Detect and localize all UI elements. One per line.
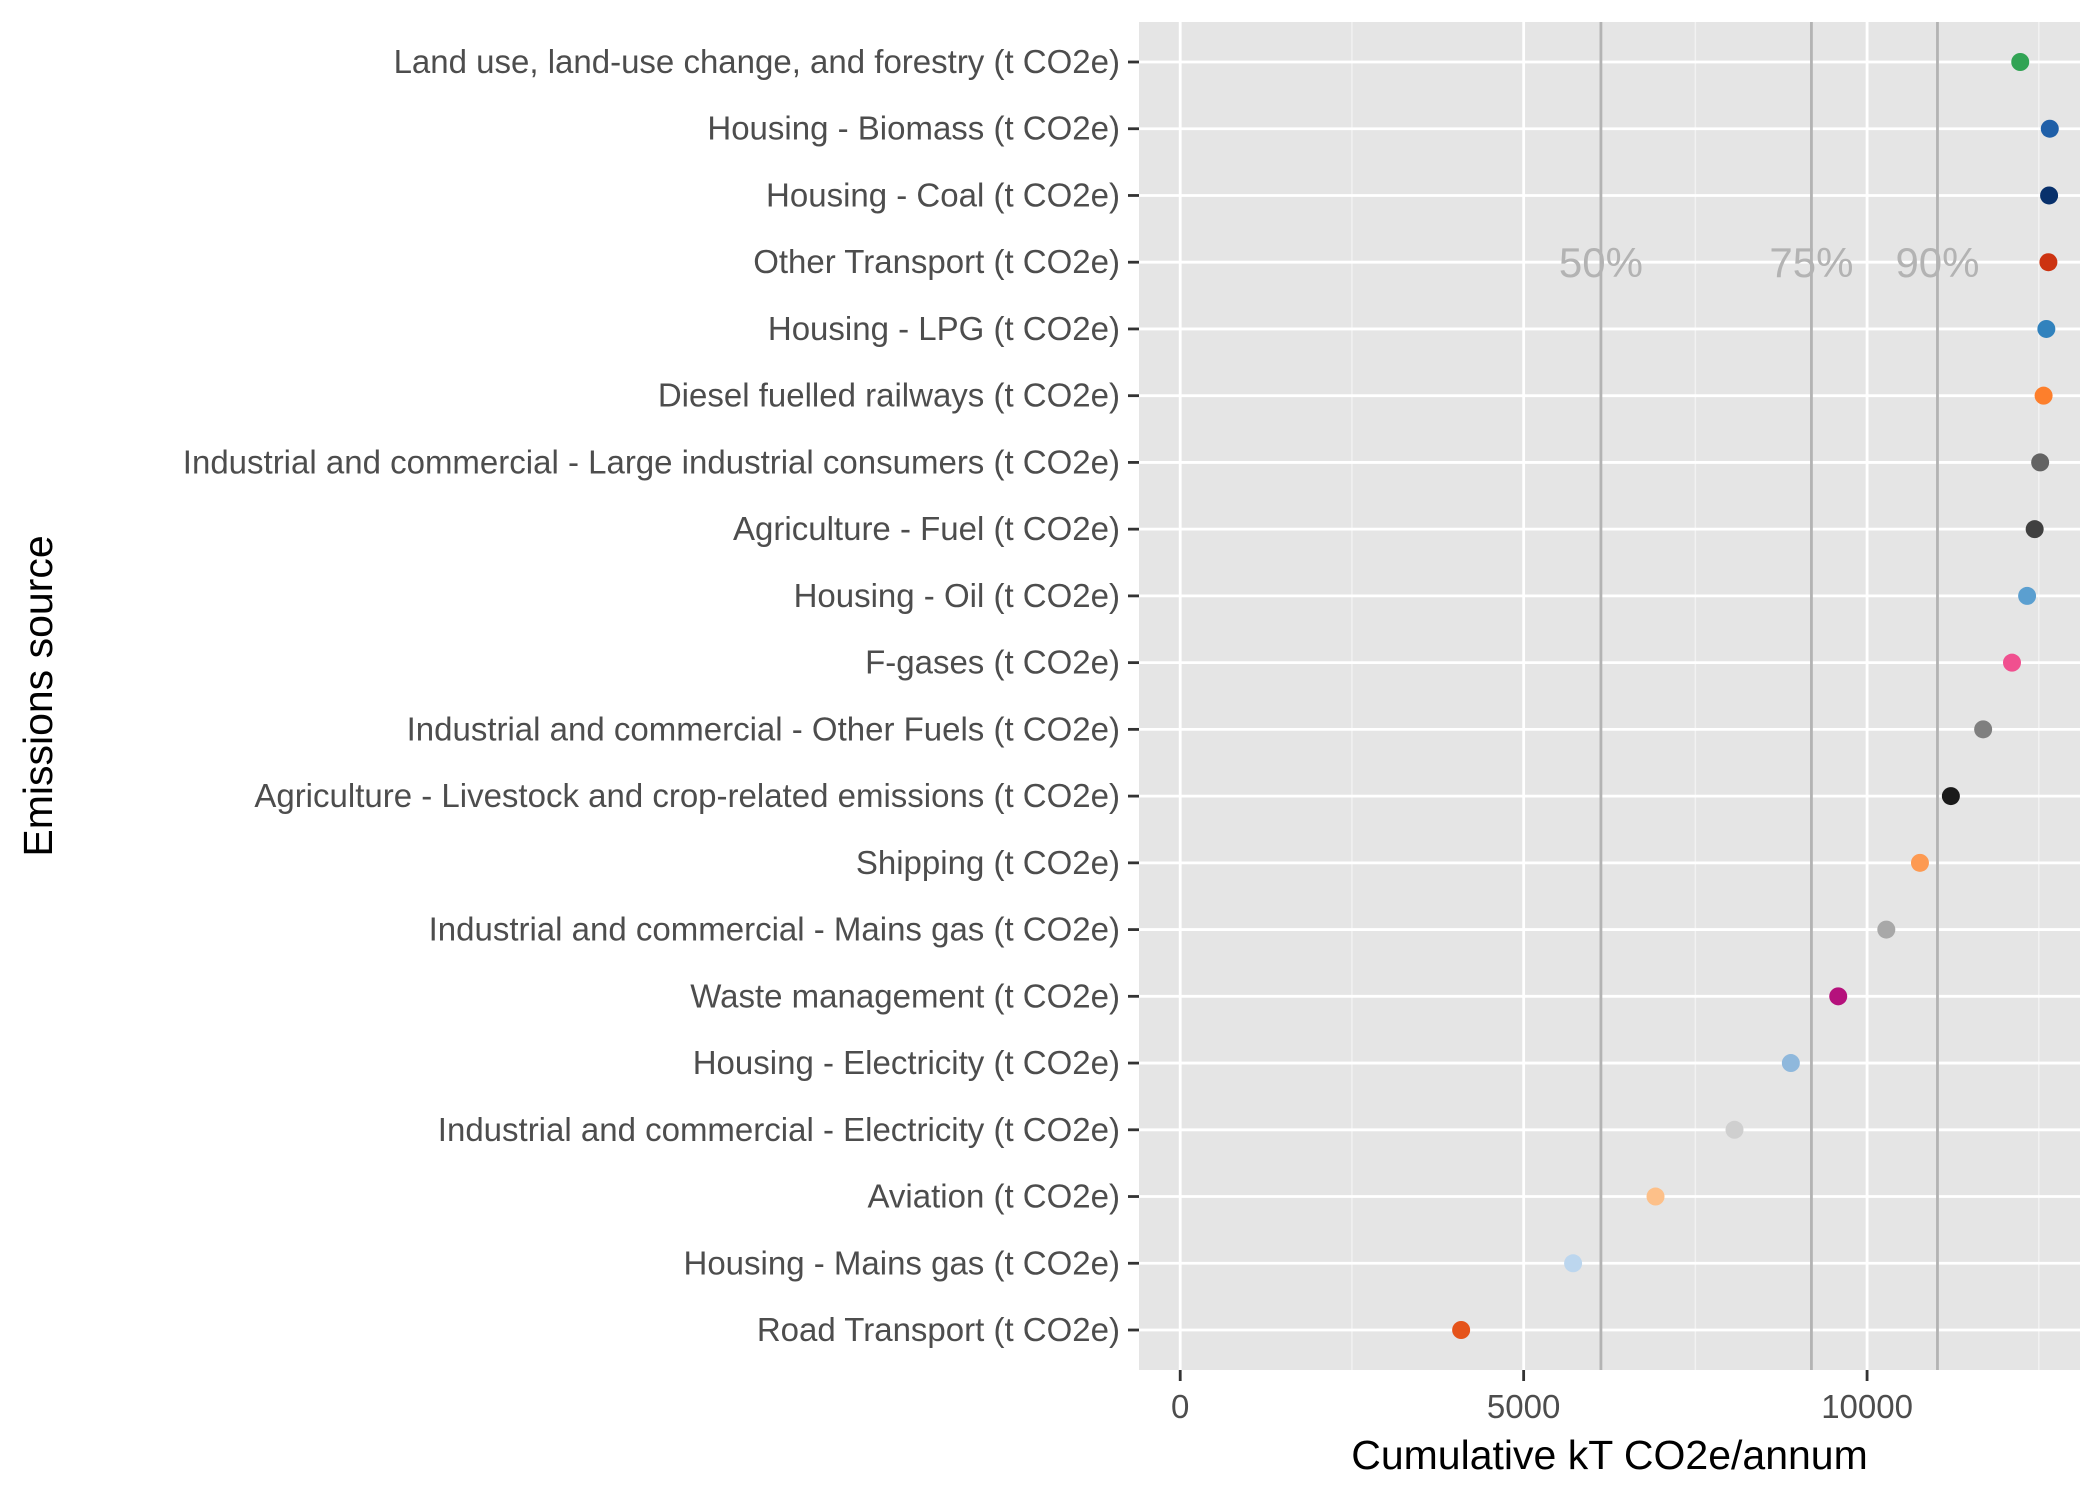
data-point bbox=[1725, 1120, 1744, 1139]
data-point bbox=[2037, 319, 2056, 338]
reference-line-label: 75% bbox=[1769, 239, 1853, 286]
data-point bbox=[1910, 853, 1929, 872]
y-tick-label: Shipping (t CO2e) bbox=[856, 844, 1120, 881]
data-point bbox=[2011, 53, 2030, 71]
data-point bbox=[1877, 920, 1896, 939]
y-tick-label: Diesel fuelled railways (t CO2e) bbox=[658, 377, 1120, 414]
data-point bbox=[2031, 453, 2050, 472]
data-point bbox=[1941, 787, 1960, 806]
y-tick-label: Industrial and commercial - Mains gas (t… bbox=[429, 911, 1120, 948]
x-tick-label: 10000 bbox=[1821, 1388, 1913, 1425]
y-tick-label: Housing - Oil (t CO2e) bbox=[794, 577, 1120, 614]
y-axis-title: Emissions source bbox=[15, 535, 61, 856]
y-tick-label: F-gases (t CO2e) bbox=[865, 644, 1120, 681]
reference-line-label: 90% bbox=[1895, 239, 1979, 286]
panel-background bbox=[1139, 22, 2080, 1370]
minor-gridlines bbox=[1351, 22, 2040, 1370]
data-point bbox=[1646, 1187, 1665, 1206]
data-points bbox=[1452, 53, 2059, 1339]
x-tick-label: 5000 bbox=[1487, 1388, 1560, 1425]
data-point bbox=[2003, 653, 2022, 672]
y-tick-label: Agriculture - Livestock and crop-related… bbox=[254, 777, 1120, 814]
data-point bbox=[1974, 720, 1993, 739]
data-point bbox=[1781, 1054, 1800, 1073]
data-point bbox=[2018, 586, 2037, 605]
y-tick-label: Other Transport (t CO2e) bbox=[753, 243, 1120, 280]
data-point bbox=[1452, 1321, 1471, 1339]
y-tick-label: Housing - Coal (t CO2e) bbox=[766, 176, 1120, 213]
y-tick-label: Housing - Electricity (t CO2e) bbox=[693, 1044, 1120, 1081]
y-axis: Land use, land-use change, and forestry … bbox=[183, 43, 1139, 1348]
data-point bbox=[2025, 520, 2044, 539]
data-point bbox=[2039, 253, 2058, 272]
y-tick-label: Housing - LPG (t CO2e) bbox=[768, 310, 1120, 347]
x-tick-label: 0 bbox=[1171, 1388, 1189, 1425]
x-axis: 0 5000 10000 bbox=[1171, 1370, 1913, 1425]
data-point bbox=[2034, 386, 2053, 405]
y-tick-label: Housing - Mains gas (t CO2e) bbox=[684, 1244, 1121, 1281]
data-point bbox=[1564, 1254, 1583, 1273]
y-tick-label: Land use, land-use change, and forestry … bbox=[394, 43, 1120, 80]
data-point bbox=[2040, 119, 2059, 138]
data-point bbox=[2040, 186, 2059, 205]
y-tick-label: Industrial and commercial - Other Fuels … bbox=[407, 710, 1120, 747]
y-tick-label: Road Transport (t CO2e) bbox=[757, 1311, 1120, 1348]
y-tick-label: Agriculture - Fuel (t CO2e) bbox=[733, 510, 1120, 547]
reference-line-label: 50% bbox=[1559, 239, 1643, 286]
data-point bbox=[1829, 987, 1848, 1006]
y-tick-label: Housing - Biomass (t CO2e) bbox=[707, 110, 1120, 147]
y-tick-label: Industrial and commercial - Electricity … bbox=[438, 1111, 1120, 1148]
y-tick-label: Aviation (t CO2e) bbox=[868, 1178, 1121, 1215]
y-tick-label: Industrial and commercial - Large indust… bbox=[183, 443, 1120, 480]
reference-lines: 50% 75% 90% bbox=[1559, 22, 1980, 1370]
y-tick-label: Waste management (t CO2e) bbox=[690, 977, 1120, 1014]
x-axis-title: Cumulative kT CO2e/annum bbox=[1351, 1432, 1868, 1478]
